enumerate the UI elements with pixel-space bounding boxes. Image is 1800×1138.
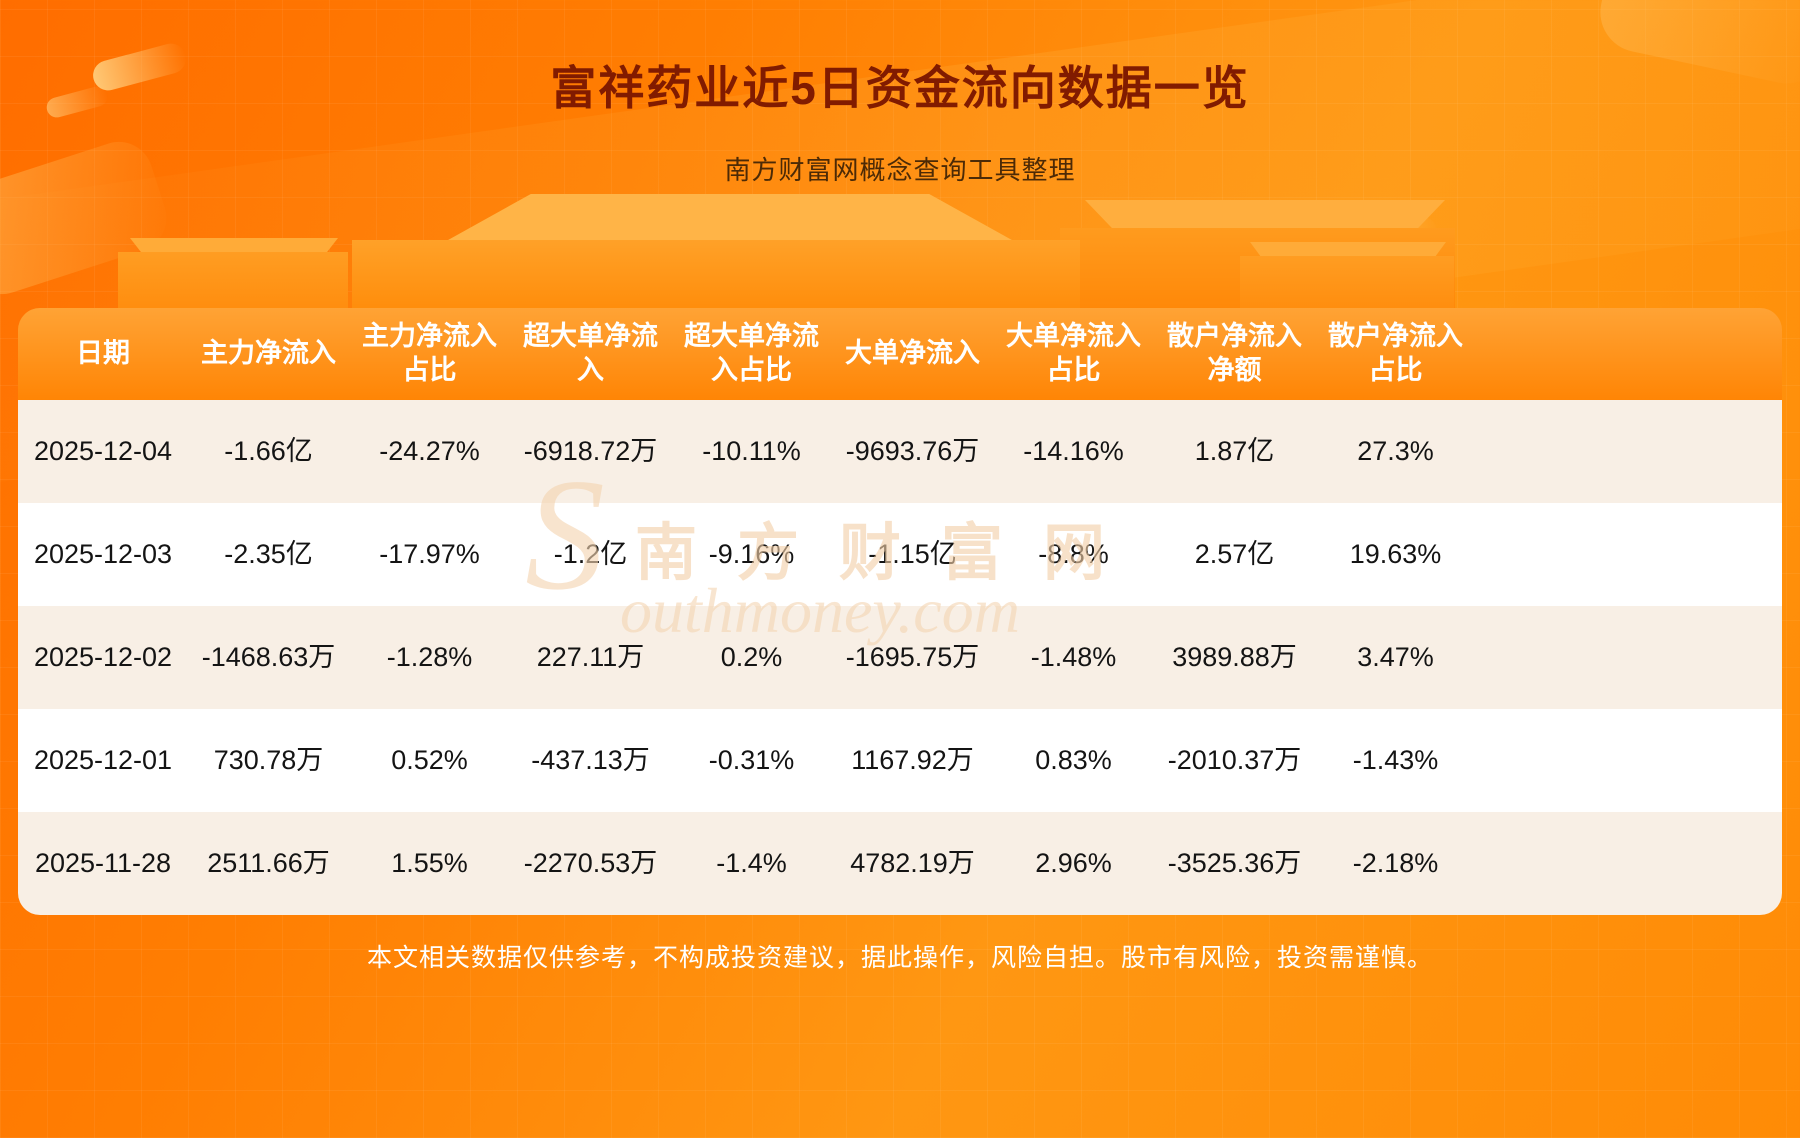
podium-left-step-top	[130, 238, 338, 254]
value-cell: -437.13万	[531, 744, 650, 775]
date-cell: 2025-12-04	[33, 435, 173, 466]
value-cell: 730.78万	[213, 744, 324, 775]
column-header: 大单净流入占比	[1006, 321, 1141, 385]
value-cell: -1.4%	[716, 847, 787, 878]
value-cell: 19.63%	[1349, 538, 1442, 569]
value-cell: -9693.76万	[845, 435, 980, 466]
value-cell: -1468.63万	[201, 641, 336, 672]
value-cell: 0.52%	[391, 744, 468, 775]
table-body: 2025-12-04 -1.66亿 -24.27% -6918.72万 -10.11% -…	[18, 400, 1782, 915]
value-cell: 1167.92万	[851, 744, 974, 775]
value-cell: -6918.72万	[523, 435, 658, 466]
value-cell: 27.3%	[1357, 435, 1434, 466]
value-cell: -1.66亿	[224, 435, 313, 466]
column-header: 散户净流入占比	[1328, 321, 1463, 385]
value-cell: -2.35亿	[224, 538, 313, 569]
date-cell: 2025-12-01	[33, 744, 173, 775]
value-cell: -9.16%	[708, 538, 795, 569]
value-cell: -1.2亿	[553, 538, 628, 569]
table-row: 2025-12-03 -2.35亿 -17.97% -1.2亿 -9.16% -1.15亿…	[18, 503, 1782, 606]
value-cell: -2.18%	[1352, 847, 1439, 878]
value-cell: 1.55%	[391, 847, 468, 878]
value-cell: 4782.19万	[850, 847, 975, 878]
podium-left-step	[118, 252, 348, 310]
value-cell: 227.11万	[536, 641, 645, 672]
value-cell: -0.31%	[708, 744, 795, 775]
podium-right-step-top	[1250, 242, 1446, 258]
podium-right-step	[1240, 256, 1454, 310]
date-cell: 2025-11-28	[34, 847, 172, 878]
page-subtitle: 南方财富网概念查询工具整理	[724, 155, 1076, 185]
value-cell: -1.48%	[1030, 641, 1117, 672]
date-cell: 2025-12-02	[33, 641, 173, 672]
table-row: 2025-12-02 -1468.63万 -1.28% 227.11万 0.2% -169…	[18, 606, 1782, 709]
value-cell: 2.96%	[1035, 847, 1112, 878]
column-header: 超大单净流入	[523, 321, 658, 385]
value-cell: -10.11%	[702, 435, 801, 466]
podium-right-top	[1085, 200, 1445, 230]
value-cell: 2.57亿	[1194, 538, 1275, 569]
value-cell: 2511.66万	[207, 847, 330, 878]
value-cell: 0.2%	[720, 641, 783, 672]
table-row: 2025-11-28 2511.66万 1.55% -2270.53万 -1.4% 478…	[18, 812, 1782, 915]
value-cell: 3989.88万	[1172, 641, 1297, 672]
value-cell: -3525.36万	[1167, 847, 1302, 878]
table-row: 2025-12-01 730.78万 0.52% -437.13万 -0.31% 1167…	[18, 709, 1782, 812]
value-cell: -2010.37万	[1167, 744, 1302, 775]
value-cell: -8.8%	[1038, 538, 1109, 569]
column-header: 大单净流入	[845, 338, 980, 369]
value-cell: -14.16%	[1023, 435, 1124, 466]
column-header: 散户净流入净额	[1167, 321, 1302, 385]
value-cell: -24.27%	[379, 435, 480, 466]
value-cell: 0.83%	[1035, 744, 1112, 775]
value-cell: -1.28%	[386, 641, 473, 672]
value-cell: 1.87亿	[1194, 435, 1275, 466]
value-cell: -1.43%	[1352, 744, 1439, 775]
page-title: 富祥药业近5日资金流向数据一览	[550, 62, 1250, 114]
date-cell: 2025-12-03	[33, 538, 173, 569]
podium-center-top	[444, 194, 1016, 242]
column-header: 超大单净流入占比	[684, 321, 819, 385]
fund-flow-table: 日期 主力净流入 主力净流入占比 超大单净流入 超大单净流入占比 大单净流入 大单净流入占比…	[18, 308, 1782, 915]
value-cell: -1695.75万	[845, 641, 980, 672]
table-header-row: 日期 主力净流入 主力净流入占比 超大单净流入 超大单净流入占比 大单净流入 大单净流入占比…	[18, 308, 1782, 400]
table-row: 2025-12-04 -1.66亿 -24.27% -6918.72万 -10.11% -…	[18, 400, 1782, 503]
value-cell: -17.97%	[379, 538, 480, 569]
column-header: 主力净流入占比	[362, 321, 497, 385]
value-cell: -2270.53万	[523, 847, 658, 878]
value-cell: -1.15亿	[868, 538, 957, 569]
column-header: 主力净流入	[201, 338, 336, 369]
footer-disclaimer: 本文相关数据仅供参考，不构成投资建议，据此操作，风险自担。股市有风险，投资需谨慎…	[366, 944, 1433, 972]
value-cell: 3.47%	[1357, 641, 1434, 672]
podium-center-front	[352, 240, 1080, 310]
column-header: 日期	[76, 338, 130, 369]
